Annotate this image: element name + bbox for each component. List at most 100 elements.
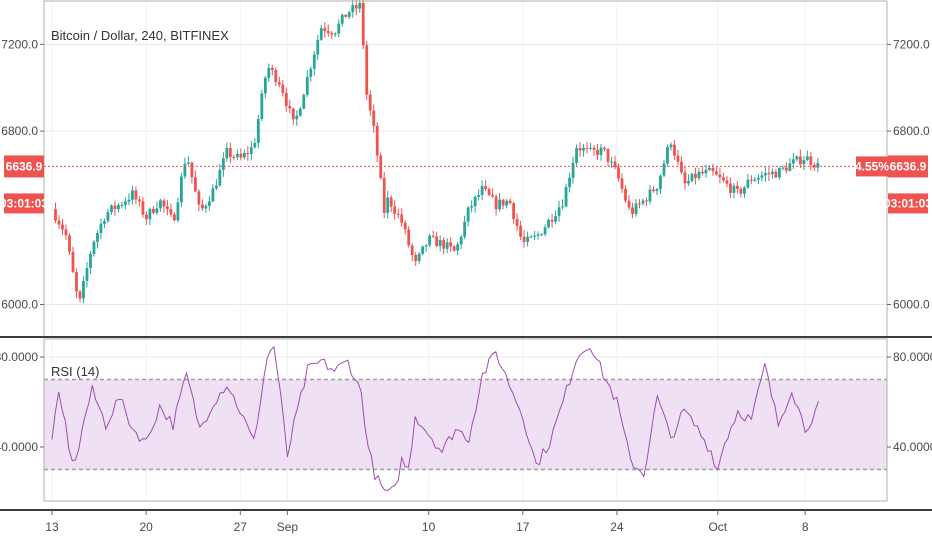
time-tick-label: Sep	[277, 520, 299, 534]
candle-body	[736, 185, 739, 189]
candle-body	[71, 251, 75, 273]
candle-body	[767, 173, 771, 175]
candle-body	[403, 222, 407, 230]
candle-body	[501, 199, 505, 206]
rsi-title: RSI (14)	[51, 364, 99, 379]
candle-body	[131, 190, 134, 200]
candle-body	[309, 68, 313, 77]
candle-body	[117, 205, 120, 210]
candle-body	[694, 173, 697, 179]
countdown-badge-right: 03:01:03	[884, 193, 932, 214]
candle-body	[708, 167, 711, 170]
price-tick-label-left: 6000.0	[1, 297, 38, 311]
price-grid	[44, 1, 887, 501]
candle-body	[221, 158, 225, 170]
candle-body	[82, 280, 85, 299]
candle-body	[344, 14, 348, 17]
candle-body	[190, 162, 194, 178]
candle-body	[225, 148, 229, 159]
candle-body	[484, 186, 488, 189]
candle-body	[78, 291, 82, 299]
candle-body	[407, 229, 411, 246]
candle-body	[763, 173, 767, 176]
candle-body	[452, 246, 456, 251]
candle-body	[351, 5, 355, 13]
candle-body	[816, 163, 820, 168]
candle-body	[554, 216, 557, 222]
candle-body	[473, 196, 477, 207]
countdown-badge-left: 03:01:03	[0, 193, 48, 214]
candle-body	[704, 169, 708, 174]
candle-body	[417, 253, 421, 262]
candle-body	[770, 171, 774, 175]
candle-body	[333, 33, 337, 35]
candle-body	[522, 236, 526, 242]
candle-body	[676, 155, 680, 162]
candle-body	[557, 207, 561, 217]
candle-body	[57, 220, 61, 225]
candle-body	[326, 31, 330, 33]
candle-body	[631, 207, 634, 214]
candle-body	[739, 188, 743, 194]
candle-body	[347, 12, 351, 17]
candle-body	[365, 45, 369, 95]
candle-body	[207, 201, 211, 206]
candle-body	[155, 208, 159, 213]
candle-body	[659, 175, 662, 190]
candle-body	[186, 162, 190, 164]
candle-body	[145, 214, 148, 220]
candle-body	[141, 201, 145, 215]
candles	[54, 0, 820, 304]
candle-body	[662, 163, 666, 176]
candle-body	[438, 239, 442, 247]
time-tick-label: 10	[422, 520, 436, 534]
candle-body	[498, 199, 502, 210]
candle-body	[638, 203, 641, 205]
candle-body	[812, 165, 816, 168]
candle-body	[753, 179, 757, 181]
current-price-badge-right: 6636.9	[888, 155, 928, 178]
rsi-line	[51, 345, 820, 491]
candle-body	[68, 235, 71, 252]
candle-body	[648, 189, 652, 202]
candle-body	[263, 77, 267, 94]
price-axis-left[interactable]: 7200.0 6800.0 6000.0	[1, 37, 44, 311]
candle-body	[316, 39, 320, 55]
time-tick-label: Oct	[708, 520, 727, 534]
candle-body	[134, 190, 138, 200]
candle-body	[424, 245, 428, 247]
candle-body	[655, 189, 659, 192]
rsi-axis-left[interactable]: 80.0000 40.0000	[0, 350, 44, 454]
candle-body	[330, 32, 334, 35]
rsi-tick-label-left: 40.0000	[0, 440, 38, 454]
candle-body	[596, 149, 599, 156]
rsi-series-line	[51, 345, 820, 491]
rsi-axis-right[interactable]: 80.0000 40.0000	[887, 350, 932, 454]
candle-body	[445, 242, 449, 249]
candle-body	[774, 171, 778, 178]
candle-body	[302, 94, 306, 109]
candle-body	[312, 54, 316, 69]
candle-body	[435, 236, 439, 247]
candle-body	[375, 125, 379, 156]
candle-body	[277, 82, 281, 85]
candle-body	[515, 219, 519, 226]
candle-body	[669, 144, 673, 148]
candle-body	[337, 23, 341, 34]
candle-body	[697, 171, 701, 179]
price-axis-right[interactable]: 7200.0 6800.0 6000.0	[887, 37, 930, 311]
time-axis[interactable]: 13 20 27 Sep 10 17 24 Oct 8	[45, 510, 809, 534]
candle-body	[547, 219, 550, 228]
candle-body	[760, 175, 764, 178]
candle-body	[470, 206, 474, 208]
candle-body	[480, 186, 484, 196]
price-tick-label-left: 7200.0	[1, 37, 38, 51]
candle-body	[61, 224, 64, 230]
time-tick-label: 27	[234, 520, 248, 534]
candle-body	[340, 14, 344, 24]
candle-body	[92, 241, 96, 254]
candle-body	[529, 236, 533, 238]
candle-body	[274, 69, 278, 83]
